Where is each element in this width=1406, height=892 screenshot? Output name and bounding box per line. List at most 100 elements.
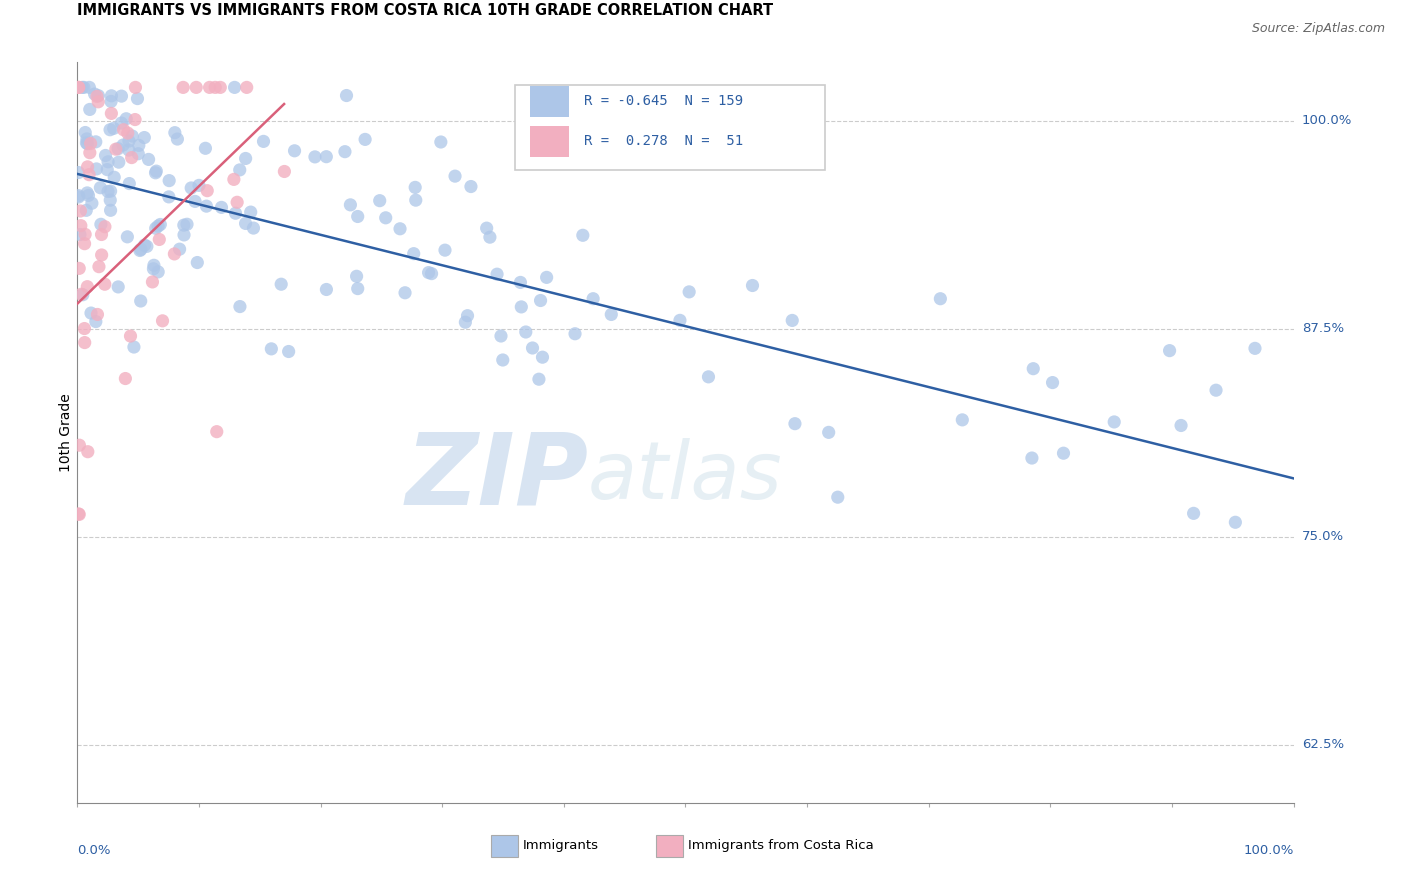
Point bbox=[454, 315, 477, 329]
Point bbox=[354, 132, 377, 146]
Point bbox=[163, 126, 186, 140]
Point bbox=[121, 151, 143, 165]
Point bbox=[69, 204, 91, 219]
Text: 87.5%: 87.5% bbox=[1302, 322, 1344, 335]
Point bbox=[335, 88, 357, 103]
Point bbox=[1052, 446, 1074, 460]
Point bbox=[433, 243, 456, 257]
Point bbox=[69, 219, 91, 233]
Point bbox=[817, 425, 839, 440]
Point bbox=[86, 161, 108, 176]
Point bbox=[129, 244, 152, 258]
Point bbox=[176, 217, 198, 231]
Point bbox=[94, 277, 117, 292]
Text: Source: ZipAtlas.com: Source: ZipAtlas.com bbox=[1251, 22, 1385, 36]
Point bbox=[304, 150, 326, 164]
Text: ZIP: ZIP bbox=[405, 428, 588, 525]
Point bbox=[529, 293, 551, 308]
Point bbox=[76, 136, 98, 151]
Point bbox=[527, 372, 550, 386]
Point bbox=[76, 279, 98, 293]
Point bbox=[107, 155, 129, 169]
Point bbox=[103, 121, 125, 136]
Point bbox=[75, 203, 97, 218]
Point bbox=[107, 280, 129, 294]
Point bbox=[1159, 343, 1181, 358]
Point bbox=[117, 126, 139, 140]
Point bbox=[394, 285, 416, 300]
Point bbox=[135, 239, 157, 253]
Point bbox=[239, 205, 262, 219]
Point bbox=[430, 135, 453, 149]
Point bbox=[184, 194, 207, 209]
Point bbox=[346, 210, 368, 224]
Point bbox=[204, 80, 226, 95]
Point bbox=[87, 88, 110, 103]
Point bbox=[149, 218, 172, 232]
Point bbox=[79, 136, 101, 151]
Point bbox=[76, 160, 98, 174]
Point bbox=[1205, 383, 1227, 397]
Point bbox=[80, 306, 103, 320]
Point bbox=[69, 227, 91, 242]
Point bbox=[242, 221, 264, 235]
Point bbox=[145, 164, 167, 178]
Point bbox=[107, 142, 129, 156]
Point bbox=[186, 255, 208, 269]
Point bbox=[1042, 376, 1064, 390]
Y-axis label: 10th Grade: 10th Grade bbox=[59, 393, 73, 472]
Point bbox=[235, 217, 257, 231]
Point bbox=[97, 154, 120, 169]
Point bbox=[180, 181, 202, 195]
Point bbox=[100, 88, 122, 103]
Point bbox=[929, 292, 952, 306]
Point bbox=[84, 135, 107, 149]
Point bbox=[72, 287, 94, 301]
Point bbox=[67, 190, 90, 204]
Point bbox=[73, 335, 96, 350]
Point bbox=[1170, 418, 1192, 433]
Point bbox=[172, 80, 194, 95]
Point bbox=[486, 267, 509, 281]
Point bbox=[148, 232, 170, 246]
Point bbox=[1225, 516, 1247, 530]
Point bbox=[270, 277, 292, 292]
Point bbox=[90, 248, 112, 262]
Point bbox=[110, 116, 132, 130]
Point bbox=[273, 164, 295, 178]
Point bbox=[252, 135, 274, 149]
Point bbox=[346, 282, 368, 296]
Point bbox=[536, 270, 558, 285]
Point bbox=[67, 261, 90, 276]
Point bbox=[145, 166, 167, 180]
Point bbox=[67, 80, 90, 95]
Point bbox=[128, 138, 150, 153]
Point bbox=[118, 177, 141, 191]
FancyBboxPatch shape bbox=[530, 86, 568, 117]
Text: 100.0%: 100.0% bbox=[1243, 844, 1294, 856]
Point bbox=[79, 145, 101, 160]
Point bbox=[260, 342, 283, 356]
Point bbox=[134, 130, 156, 145]
Point bbox=[211, 200, 233, 214]
Point bbox=[110, 89, 132, 103]
Point bbox=[124, 80, 146, 95]
Point bbox=[460, 179, 482, 194]
Point bbox=[70, 80, 93, 95]
Point bbox=[146, 265, 169, 279]
Point bbox=[75, 227, 97, 242]
Point bbox=[100, 106, 122, 120]
Point bbox=[1021, 451, 1043, 466]
Point bbox=[127, 92, 149, 106]
Point bbox=[124, 112, 146, 127]
Point bbox=[531, 350, 554, 364]
Point bbox=[205, 425, 228, 439]
Point bbox=[89, 180, 111, 194]
Point bbox=[94, 148, 117, 162]
Point bbox=[73, 236, 96, 251]
Point bbox=[112, 138, 135, 153]
Point bbox=[509, 276, 531, 290]
Point bbox=[76, 444, 98, 458]
Point bbox=[86, 89, 108, 103]
Point bbox=[79, 80, 101, 95]
